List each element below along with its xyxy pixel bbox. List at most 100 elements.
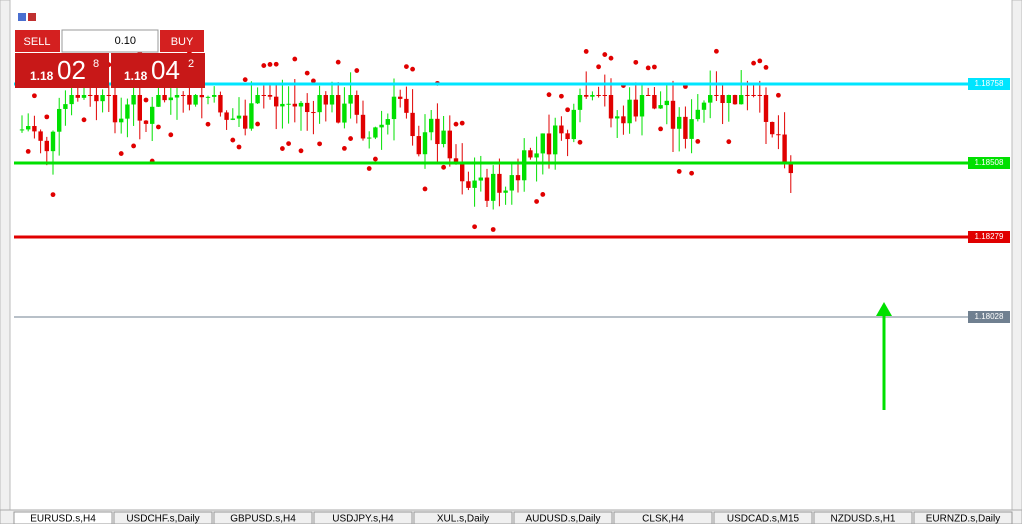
candle-body: [317, 95, 322, 113]
tab[interactable]: [313, 511, 413, 524]
sar-dot: [751, 60, 756, 66]
tab[interactable]: [213, 511, 313, 524]
candle-body: [38, 131, 43, 141]
tab-label[interactable]: EURUSD.s,H4: [30, 514, 96, 524]
tab[interactable]: [613, 511, 713, 524]
tab-label[interactable]: CLSK,H4: [642, 514, 684, 524]
lot-input[interactable]: [61, 29, 159, 53]
sar-dot: [453, 121, 459, 127]
candle-body: [323, 95, 328, 105]
sar-dot: [118, 151, 124, 156]
buy-button[interactable]: [160, 30, 204, 52]
tab[interactable]: [713, 511, 813, 524]
candle-body: [652, 95, 657, 109]
tab-label[interactable]: EURNZD.s,Daily: [926, 514, 1000, 524]
sar-dot: [645, 65, 651, 71]
level-label: 1.18758: [975, 79, 1004, 88]
candle-body: [348, 95, 353, 104]
lot-size[interactable]: 0.10: [115, 35, 136, 47]
candle-body: [429, 118, 434, 133]
candle-body: [205, 96, 211, 98]
sar-dot: [242, 77, 248, 83]
sar-dot: [676, 169, 682, 174]
candle-body: [63, 104, 68, 109]
sar-dot: [373, 156, 378, 162]
tab[interactable]: [13, 511, 113, 524]
tab-label[interactable]: USDJPY.s,H4: [332, 514, 394, 524]
tab[interactable]: [913, 511, 1013, 524]
sar-dot: [25, 148, 31, 154]
sar-dot: [757, 58, 763, 64]
sell-label[interactable]: SELL: [24, 36, 51, 48]
sell-price-box[interactable]: [15, 53, 109, 88]
candle-body: [274, 96, 279, 107]
candle-body: [193, 95, 198, 105]
candle-body: [534, 153, 539, 158]
level-tag: [968, 311, 1010, 323]
tab-label[interactable]: XUL.s,Daily: [437, 514, 489, 524]
tab-label[interactable]: GBPUSD.s,H4: [230, 514, 296, 524]
tab[interactable]: [413, 511, 513, 524]
candle-body: [478, 177, 483, 181]
candle-body: [788, 162, 793, 174]
buy-sup: 2: [188, 58, 194, 70]
sar-dot: [131, 143, 137, 149]
sar-dot: [559, 93, 564, 99]
sar-dot: [286, 141, 291, 146]
candle-body: [621, 116, 626, 124]
candle-body: [385, 119, 390, 125]
candle-body: [143, 120, 149, 124]
candle-body: [639, 95, 645, 117]
sar-dot: [44, 114, 50, 120]
candle-body: [69, 95, 74, 105]
sar-dot: [410, 66, 415, 72]
tab-label[interactable]: AUDUSD.s,Daily: [525, 514, 600, 524]
tab-label[interactable]: USDCHF.s,Daily: [126, 514, 199, 524]
candle-body: [590, 95, 595, 97]
candle-body: [540, 133, 545, 154]
candle-body: [112, 95, 118, 123]
candle-body: [398, 96, 403, 99]
sar-dot: [565, 107, 570, 113]
candle-body: [367, 137, 372, 139]
candle-body: [50, 131, 56, 152]
candle-body: [447, 130, 452, 159]
sar-dot: [304, 70, 310, 76]
sar-dot: [50, 192, 56, 198]
level-tag: [968, 78, 1010, 90]
tab[interactable]: [113, 511, 213, 524]
sar-dot: [168, 132, 174, 138]
buy-price-box[interactable]: [111, 53, 205, 88]
candle-body: [329, 95, 335, 105]
sar-dot: [602, 52, 608, 57]
sar-dot: [577, 139, 583, 145]
tab-label[interactable]: NZDUSD.s,H1: [830, 514, 895, 524]
candle-body: [472, 180, 477, 188]
candle-body: [571, 109, 576, 140]
sar-dot: [689, 170, 694, 176]
candle-body: [615, 116, 620, 119]
candle-body: [100, 95, 105, 102]
candle-body: [677, 116, 682, 129]
candle-body: [491, 173, 496, 201]
arrow-head: [876, 302, 892, 316]
candle-body: [354, 95, 359, 115]
candle-body: [106, 95, 111, 96]
sar-dot: [335, 59, 341, 65]
candle-body: [224, 112, 229, 120]
sar-dot: [311, 78, 316, 84]
candle-body: [162, 95, 167, 101]
candle-body: [695, 109, 700, 120]
buy-label[interactable]: BUY: [171, 36, 194, 48]
candle-body: [751, 95, 756, 96]
candle-body: [168, 97, 173, 101]
candle-body: [305, 102, 310, 113]
sar-dot: [292, 56, 298, 62]
tab[interactable]: [513, 511, 613, 524]
candle-body: [88, 95, 93, 96]
sar-dot: [156, 124, 161, 130]
tab-label[interactable]: USDCAD.s,M15: [727, 514, 800, 524]
tab[interactable]: [813, 511, 913, 524]
sell-button[interactable]: [15, 30, 60, 52]
candle-body: [484, 177, 490, 201]
